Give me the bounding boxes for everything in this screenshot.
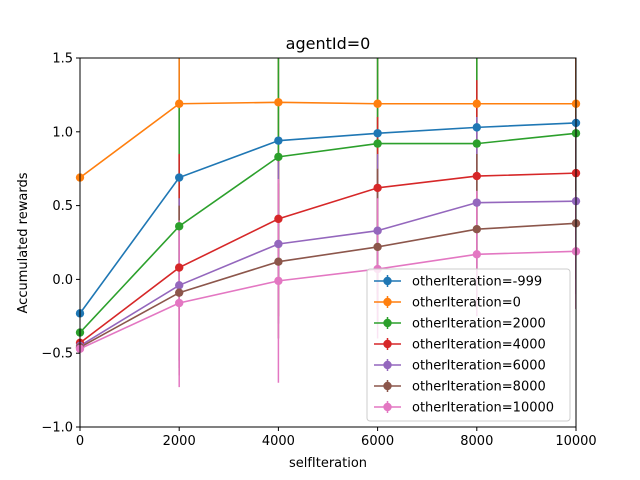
data-point	[274, 257, 283, 266]
data-point	[472, 250, 481, 259]
legend-entry: otherIteration=4000	[374, 338, 546, 353]
y-tick-label: −0.5	[41, 347, 73, 362]
legend-marker	[383, 381, 392, 391]
legend-label: otherIteration=8000	[412, 380, 546, 395]
axes-frame	[79, 57, 577, 428]
series-line	[80, 250, 576, 350]
data-point	[274, 152, 283, 162]
y-tick-label: 1.0	[52, 125, 73, 140]
x-tick-label: 2000	[163, 434, 196, 449]
data-point	[373, 99, 382, 108]
legend-entry: otherIteration=0	[374, 296, 521, 311]
y-tick-label: 0.0	[52, 273, 73, 288]
legend-entry: otherIteration=-999	[374, 275, 542, 290]
data-point	[274, 214, 283, 224]
x-tick-label: 6000	[361, 434, 394, 449]
legend-marker	[383, 276, 392, 286]
y-tick-label: 1.5	[52, 52, 73, 67]
data-point	[175, 298, 184, 308]
legend-label: otherIteration=6000	[412, 359, 546, 374]
axes-border	[79, 57, 577, 428]
data-point	[472, 198, 481, 207]
legend: otherIteration=-999 otherIteration=0 other…	[366, 268, 571, 422]
data-point	[274, 136, 283, 145]
data-point	[373, 242, 382, 252]
data-point	[175, 222, 184, 231]
legend-label: otherIteration=4000	[412, 338, 546, 353]
legend-label: otherIteration=10000	[412, 401, 554, 416]
x-tick-label: 0	[76, 434, 84, 449]
data-point	[175, 99, 184, 108]
legend-entry: otherIteration=2000	[374, 317, 546, 332]
x-tick-label: 10000	[555, 434, 596, 449]
legend-label: otherIteration=0	[412, 296, 521, 311]
data-point	[373, 139, 382, 148]
chart-title: agentId=0	[286, 34, 371, 53]
x-axis-ticks: 0 2000 4000 6000 8000 10000	[76, 427, 597, 449]
legend-marker	[383, 360, 392, 370]
data-point	[175, 263, 184, 272]
data-point	[373, 226, 382, 235]
data-point	[274, 98, 283, 107]
y-axis-ticks: −1.0 −0.5 0.0 0.5 1.0 1.5	[41, 52, 80, 436]
legend-label: otherIteration=2000	[412, 317, 546, 332]
legend-marker	[383, 339, 392, 349]
x-tick-label: 8000	[460, 434, 493, 449]
data-point	[274, 239, 283, 249]
y-axis-label: Accumulated rewards	[16, 172, 31, 313]
data-point	[175, 173, 184, 182]
legend-marker	[383, 318, 392, 328]
x-tick-label: 4000	[262, 434, 295, 449]
series-lines	[80, 101, 576, 350]
data-point	[373, 129, 382, 138]
y-tick-label: −1.0	[41, 421, 73, 436]
data-point	[472, 123, 481, 132]
data-point	[472, 99, 481, 108]
x-axis-label: selfIteration	[289, 456, 367, 471]
series-line	[80, 101, 576, 179]
series-line	[80, 132, 576, 334]
series-line	[80, 172, 576, 344]
data-point	[472, 225, 481, 234]
legend-marker	[383, 402, 392, 412]
series-line	[80, 222, 576, 349]
y-tick-label: 0.5	[52, 199, 73, 214]
data-point	[472, 139, 481, 148]
series-line	[80, 122, 576, 314]
legend-label: otherIteration=-999	[412, 275, 542, 290]
data-point	[472, 171, 481, 181]
data-point	[175, 281, 184, 290]
legend-entry: otherIteration=10000	[374, 401, 554, 416]
legend-entry: otherIteration=8000	[374, 380, 546, 395]
legend-entry: otherIteration=6000	[374, 359, 546, 374]
legend-box	[366, 268, 571, 422]
data-point	[373, 183, 382, 193]
data-point	[274, 276, 283, 286]
series-line	[80, 200, 576, 347]
legend-marker	[383, 297, 392, 307]
data-point	[175, 288, 184, 297]
